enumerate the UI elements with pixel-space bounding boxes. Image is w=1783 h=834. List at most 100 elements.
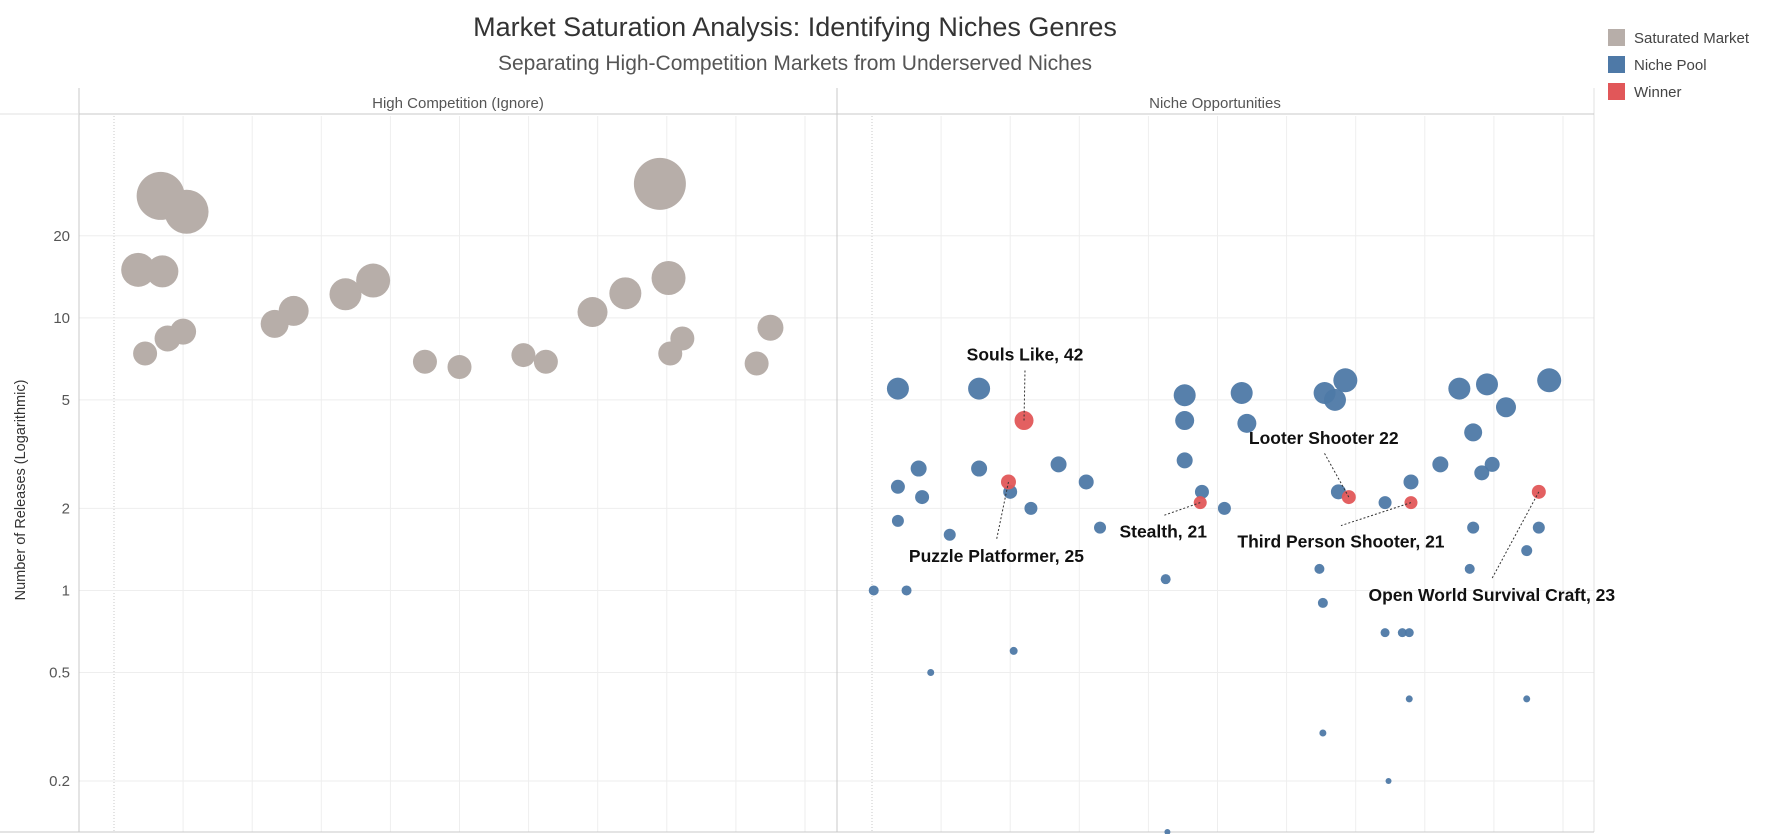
annotation-leader-line: [1491, 491, 1540, 580]
y-tick-label: 20: [53, 228, 70, 245]
data-point-saturated-market: [121, 252, 156, 287]
annotation-leader-line: [1340, 502, 1412, 527]
data-point-niche-pool: [1078, 474, 1094, 490]
data-point-saturated-market: [412, 349, 437, 374]
annotation-leader-line: [1323, 451, 1350, 498]
data-point-niche-pool: [890, 479, 905, 494]
data-point-saturated-market: [533, 349, 558, 374]
data-point-saturated-market: [356, 263, 391, 298]
data-point-niche-pool: [1475, 373, 1498, 396]
data-point-saturated-market: [164, 189, 209, 234]
data-point-niche-pool: [1404, 628, 1414, 638]
data-point-saturated-market: [633, 157, 686, 210]
data-point-niche-pool: [1385, 777, 1392, 784]
data-point-niche-pool: [901, 585, 912, 596]
data-point-niche-pool: [1495, 397, 1516, 418]
y-axis-ticks: 20 10 5 2 1 0.5 0.2: [49, 228, 70, 790]
y-tick-label: 1: [62, 582, 70, 599]
data-point-saturated-market: [170, 318, 197, 345]
y-tick-label: 2: [62, 500, 70, 517]
data-point-niche-pool: [968, 377, 991, 400]
data-point-niche-pool: [1537, 368, 1562, 393]
data-point-niche-pool: [1467, 521, 1480, 534]
annotation-third-person-shooter-21: Third Person Shooter, 21: [1237, 532, 1444, 552]
y-tick-label: 10: [53, 310, 70, 327]
data-point-niche-pool: [1194, 484, 1209, 499]
data-point-niche-pool: [1176, 452, 1193, 469]
annotation-puzzle-platformer-25: Puzzle Platformer, 25: [909, 546, 1084, 566]
annotation-stealth-21: Stealth, 21: [1119, 522, 1207, 542]
data-point-saturated-market: [146, 255, 179, 288]
data-point-niche-pool: [915, 490, 930, 505]
data-point-niche-pool: [1175, 411, 1195, 431]
data-point-niche-pool: [868, 585, 879, 596]
data-point-niche-pool: [1164, 829, 1171, 834]
data-point-niche-pool: [1448, 377, 1471, 400]
data-point-niche-pool: [1160, 574, 1171, 585]
data-point-saturated-market: [278, 295, 309, 326]
legend-swatch-niche-pool: [1608, 56, 1625, 73]
panel-header-niche-opportunities: Niche Opportunities: [1149, 95, 1281, 112]
data-point-niche-pool: [1237, 413, 1257, 433]
chart-subtitle: Separating High-Competition Markets from…: [498, 52, 1092, 75]
annotation-leader-line: [1023, 368, 1026, 421]
data-point-niche-pool: [1464, 423, 1483, 442]
data-point-niche-pool: [1484, 456, 1500, 472]
data-point-saturated-market: [133, 341, 158, 366]
legend-swatch-winner: [1608, 83, 1625, 100]
data-point-niche-pool: [1333, 368, 1358, 393]
y-tick-label: 5: [62, 392, 70, 409]
data-point-saturated-market: [609, 277, 642, 310]
annotation-souls-like-42: Souls Like, 42: [967, 345, 1084, 365]
annotation-looter-shooter-22: Looter Shooter 22: [1249, 428, 1399, 448]
data-point-niche-pool: [886, 377, 909, 400]
data-point-niche-pool: [1380, 628, 1390, 638]
annotation-leader-line: [995, 481, 1009, 541]
data-point-niche-pool: [943, 528, 956, 541]
data-point-niche-pool: [1024, 501, 1038, 515]
data-point-saturated-market: [511, 343, 536, 368]
data-point-saturated-market: [744, 351, 769, 376]
data-point-niche-pool: [1009, 646, 1018, 655]
y-axis-title: Number of Releases (Logarithmic): [13, 380, 29, 601]
data-point-niche-pool: [927, 669, 935, 677]
data-point-niche-pool: [1323, 388, 1346, 411]
data-point-niche-pool: [1094, 521, 1107, 534]
data-point-niche-pool: [1314, 563, 1325, 574]
plot-frame: [0, 88, 1595, 833]
data-point-niche-pool: [1403, 474, 1419, 490]
panel-header-high-competition: High Competition (Ignore): [372, 95, 544, 112]
data-points: [121, 157, 1562, 834]
legend: Saturated Market Niche Pool Winner: [1608, 29, 1750, 101]
data-point-niche-pool: [1317, 597, 1328, 608]
data-point-saturated-market: [757, 314, 784, 341]
data-point-niche-pool: [1397, 628, 1407, 638]
y-tick-label: 0.2: [49, 773, 70, 790]
legend-label-niche-pool: Niche Pool: [1634, 57, 1707, 74]
data-point-niche-pool: [1378, 496, 1392, 510]
data-point-niche-pool: [1173, 384, 1196, 407]
legend-label-winner: Winner: [1634, 84, 1682, 101]
chart-title: Market Saturation Analysis: Identifying …: [473, 12, 1117, 42]
data-point-saturated-market: [447, 355, 472, 380]
annotation-leader-line: [1163, 502, 1201, 517]
data-point-niche-pool: [1532, 521, 1545, 534]
data-point-niche-pool: [1050, 456, 1067, 473]
data-point-niche-pool: [1523, 695, 1531, 703]
data-point-saturated-market: [651, 260, 686, 295]
data-point-niche-pool: [1230, 382, 1253, 404]
data-point-niche-pool: [1432, 456, 1449, 473]
annotation-open-world-survival-craft-23: Open World Survival Craft, 23: [1368, 585, 1615, 605]
data-point-niche-pool: [1319, 729, 1327, 737]
data-point-saturated-market: [670, 326, 695, 351]
data-point-niche-pool: [891, 514, 904, 527]
legend-swatch-saturated-market: [1608, 29, 1625, 46]
data-point-niche-pool: [971, 460, 988, 477]
data-point-niche-pool: [1521, 545, 1533, 557]
data-point-niche-pool: [1464, 563, 1475, 574]
data-point-niche-pool: [1405, 695, 1413, 703]
data-point-saturated-market: [329, 278, 362, 311]
legend-label-saturated-market: Saturated Market: [1634, 30, 1750, 47]
y-tick-label: 0.5: [49, 665, 70, 682]
